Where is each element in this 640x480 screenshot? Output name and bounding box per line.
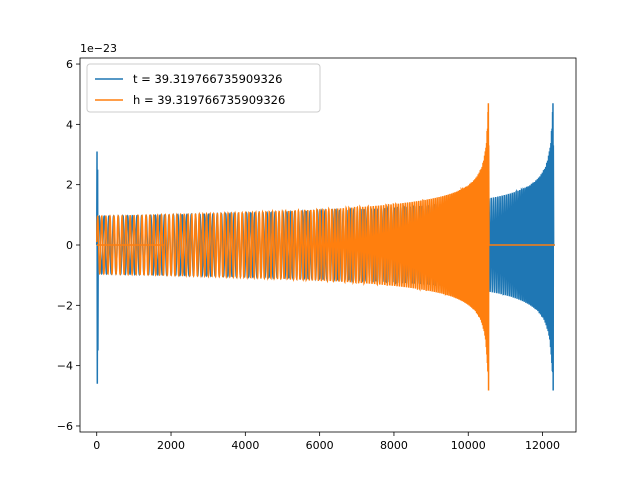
y-offset-label: 1e−23: [80, 42, 117, 55]
y-tick-label: −6: [57, 420, 73, 433]
x-tick-label: 12000: [525, 439, 560, 452]
x-tick-label: 6000: [306, 439, 334, 452]
axes: 0 2000 4000 6000 8000 10000 12000 −6 −4 −2 0 2 4 6: [57, 57, 577, 452]
x-tick-label: 4000: [231, 439, 259, 452]
y-tick-label: −2: [57, 299, 73, 312]
y-tick-label: 6: [66, 58, 73, 71]
y-tick-label: 0: [66, 239, 73, 252]
series-group: [95, 103, 555, 391]
y-tick-label: 2: [66, 179, 73, 192]
legend-label: t = 39.319766735909326: [133, 72, 283, 86]
plot-area: [95, 103, 555, 391]
y-tick-label: −4: [57, 360, 73, 373]
legend-box: [86, 63, 321, 113]
y-tick-label: 4: [66, 118, 73, 131]
series-line-h: [95, 103, 555, 391]
x-tick-label: 0: [93, 439, 100, 452]
x-tick-label: 10000: [451, 439, 486, 452]
legend: t = 39.319766735909326 h = 39.31976673590…: [86, 63, 321, 113]
x-tick-label: 8000: [380, 439, 408, 452]
x-tick-label: 2000: [157, 439, 185, 452]
legend-label: h = 39.319766735909326: [133, 93, 285, 107]
